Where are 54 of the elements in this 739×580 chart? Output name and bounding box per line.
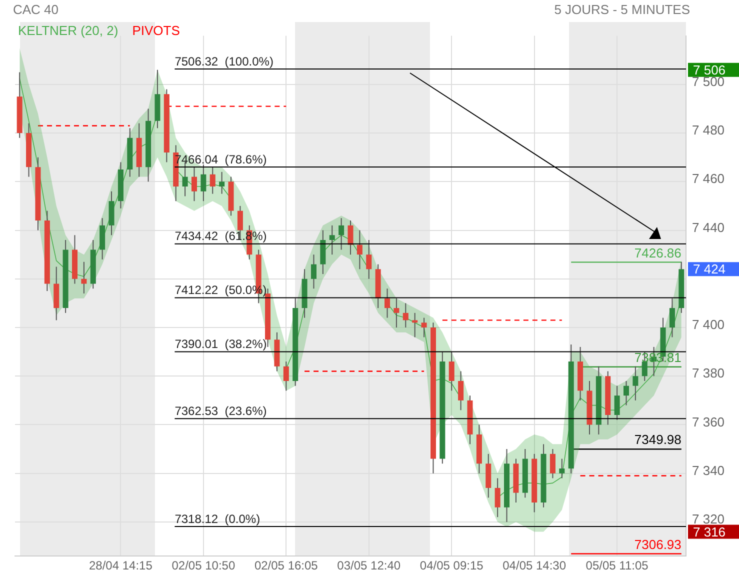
candlestick bbox=[384, 288, 390, 318]
candlestick bbox=[448, 351, 454, 392]
ref-line-label: 7506.32 (100.0%) bbox=[174, 54, 274, 68]
y-tick-label: 7 400 bbox=[692, 317, 725, 332]
candlestick bbox=[200, 164, 206, 202]
candlestick bbox=[559, 458, 565, 479]
data-label: 7349.98 bbox=[634, 432, 682, 448]
candlestick bbox=[632, 366, 638, 401]
x-tick-label: 04/05 14:30 bbox=[502, 558, 566, 573]
candlestick bbox=[614, 385, 620, 420]
candlestick bbox=[402, 302, 408, 328]
data-label: 7426.86 bbox=[634, 245, 682, 260]
candlestick bbox=[356, 230, 362, 270]
x-tick-label: 28/04 14:15 bbox=[89, 558, 153, 573]
x-tick-label: 05/05 11:05 bbox=[586, 558, 649, 573]
chart-subtitle: 5 JOURS - 5 MINUTES bbox=[554, 2, 690, 17]
text: PIVOTS bbox=[132, 23, 180, 38]
candlestick bbox=[550, 448, 556, 479]
y-tick-label: 7 480 bbox=[692, 122, 725, 138]
candlestick bbox=[348, 220, 354, 256]
candlestick bbox=[669, 298, 675, 338]
y-tick-label: 7 440 bbox=[692, 220, 725, 235]
candlestick bbox=[338, 218, 344, 250]
ref-line-label: 7318.12 (0.0%) bbox=[174, 512, 260, 526]
x-tick-label: 03/05 12:40 bbox=[337, 558, 401, 573]
x-tick-label: 04/05 09:15 bbox=[420, 558, 484, 573]
x-tick-label: 02/05 10:50 bbox=[172, 558, 236, 573]
y-tick-label: 7 360 bbox=[692, 414, 725, 430]
candlestick bbox=[394, 298, 400, 328]
y-tick-label: 7 320 bbox=[692, 512, 725, 527]
candlestick bbox=[366, 239, 372, 280]
candlestick bbox=[81, 261, 87, 294]
y2-tick-label: 7 424 bbox=[693, 262, 726, 277]
data-label: 7306.93 bbox=[634, 536, 682, 552]
y-tick-label: 7 460 bbox=[692, 171, 725, 186]
y2-tick-label: 7 316 bbox=[693, 524, 726, 540]
chart-title: CAC 40 bbox=[13, 2, 59, 17]
y-tick-label: 7 380 bbox=[692, 366, 725, 381]
text: KELTNER (20, 2) bbox=[18, 23, 118, 38]
candlestick bbox=[219, 171, 225, 194]
y-tick-label: 7 340 bbox=[692, 462, 725, 478]
candlestick bbox=[210, 166, 216, 194]
candlestick bbox=[329, 224, 335, 256]
candlestick bbox=[421, 317, 427, 338]
candlestick bbox=[623, 380, 630, 406]
candlestick bbox=[310, 254, 316, 290]
candlestick bbox=[458, 370, 464, 411]
candlestick bbox=[494, 478, 500, 518]
candlestick bbox=[412, 312, 418, 338]
candlestick bbox=[191, 166, 197, 202]
x-tick-label: 02/05 16:05 bbox=[254, 558, 318, 573]
candlestick bbox=[283, 361, 289, 392]
ref-line-label: 7390.01 (38.2%) bbox=[174, 337, 267, 352]
ref-line-label: 7362.53 (23.6%) bbox=[174, 404, 267, 418]
